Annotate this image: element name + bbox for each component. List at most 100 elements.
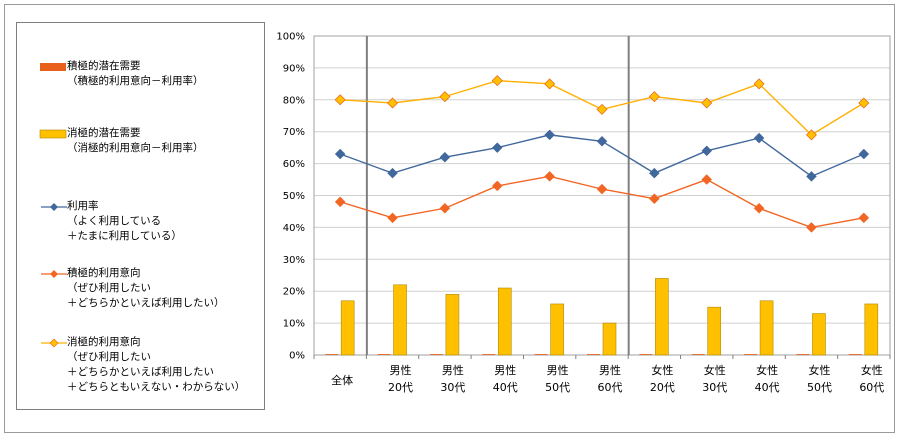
bar-passive-latent bbox=[759, 300, 774, 356]
bar-passive-latent bbox=[393, 284, 407, 356]
x-category-sublabel: 50代 bbox=[545, 381, 570, 394]
y-tick-label: 70% bbox=[283, 127, 305, 138]
marker-active-intent bbox=[596, 183, 608, 195]
marker-passive-intent bbox=[491, 75, 503, 87]
legend-sub-active-intent-1: （ぜひ利用したい bbox=[67, 282, 151, 294]
legend-sub-usage-rate-1: （よく利用している bbox=[67, 215, 162, 227]
bar-passive-latent bbox=[602, 322, 617, 356]
marker-usage-rate bbox=[806, 171, 817, 182]
marker-usage-rate bbox=[753, 132, 765, 144]
bar-active-latent bbox=[744, 354, 758, 355]
marker-passive-intent bbox=[387, 97, 399, 109]
x-category-label: 女性 bbox=[861, 363, 883, 377]
legend-label-passive-latent-demand: 消極的潜在需要 bbox=[67, 127, 141, 139]
marker-passive-intent bbox=[544, 78, 556, 90]
x-category-label: 男性 bbox=[494, 363, 516, 377]
bar-passive-latent bbox=[864, 303, 879, 356]
marker-usage-rate bbox=[491, 142, 503, 154]
marker-active-intent bbox=[858, 212, 870, 224]
bar-passive-latent bbox=[707, 306, 722, 356]
marker-passive-intent bbox=[334, 94, 346, 106]
marker-passive-intent bbox=[648, 91, 660, 103]
marker-passive-intent bbox=[439, 91, 451, 103]
marker-active-intent bbox=[806, 222, 817, 233]
bar-active-latent bbox=[691, 354, 705, 355]
marker-usage-rate bbox=[439, 151, 451, 163]
y-tick-label: 10% bbox=[283, 319, 305, 330]
bar-passive-latent bbox=[340, 300, 355, 356]
marker-passive-intent bbox=[805, 129, 817, 141]
x-category-sublabel: 50代 bbox=[807, 381, 832, 394]
legend-swatch-orange-bar-icon bbox=[40, 63, 66, 71]
marker-active-intent bbox=[701, 174, 713, 185]
x-category-sublabel: 40代 bbox=[493, 381, 518, 394]
plot-area bbox=[313, 35, 891, 356]
legend-sub-active-latent-demand: （積極的利用意向－利用率） bbox=[67, 75, 204, 87]
legend-sub-passive-intent-2: ＋どちらかといえば利用したい bbox=[67, 366, 214, 378]
legend-sub-active-intent-2: ＋どちらかといえば利用したい） bbox=[67, 297, 225, 309]
marker-passive-intent bbox=[858, 97, 870, 109]
x-category-sublabel: 20代 bbox=[388, 381, 413, 394]
x-category-label: 女性 bbox=[808, 363, 830, 377]
y-tick-label: 30% bbox=[283, 255, 305, 266]
y-tick-label: 100% bbox=[276, 32, 305, 43]
y-tick-label: 90% bbox=[283, 63, 305, 74]
bar-active-latent bbox=[848, 354, 862, 355]
x-category-label: 全体 bbox=[331, 373, 353, 387]
marker-usage-rate bbox=[544, 129, 555, 141]
marker-active-intent bbox=[544, 171, 555, 182]
legend-sub-passive-intent-1: （ぜひ利用したい bbox=[67, 351, 151, 363]
legend-sub-passive-intent-3: ＋どちらともいえない・わからない） bbox=[67, 381, 246, 393]
legend-sub-usage-rate-2: ＋たまに利用している） bbox=[67, 230, 182, 242]
x-category-sublabel: 40代 bbox=[755, 381, 780, 394]
marker-usage-rate bbox=[334, 148, 346, 160]
marker-passive-intent bbox=[701, 97, 713, 109]
marker-usage-rate bbox=[701, 145, 713, 157]
legend-line-yellow-diamond-icon bbox=[41, 338, 67, 348]
legend: 積極的潜在需要 （積極的利用意向－利用率） 消極的潜在需要 （消極的利用意向－利用率… bbox=[16, 22, 265, 410]
bar-active-latent bbox=[796, 354, 810, 355]
bar-active-latent bbox=[377, 354, 391, 355]
marker-passive-intent bbox=[596, 103, 608, 115]
x-category-label: 男性 bbox=[442, 363, 464, 377]
bar-active-latent bbox=[429, 354, 443, 355]
x-category-sublabel: 60代 bbox=[598, 381, 623, 394]
legend-sub-passive-latent-demand: （消極的利用意向－利用率） bbox=[67, 142, 204, 154]
marker-usage-rate bbox=[596, 135, 608, 147]
marker-active-intent bbox=[649, 193, 660, 205]
legend-label-active-intent: 積極的利用意向 bbox=[67, 267, 141, 279]
x-category-sublabel: 20代 bbox=[650, 381, 675, 394]
y-tick-label: 50% bbox=[283, 191, 305, 202]
legend-swatch-yellow-bar-icon bbox=[39, 129, 67, 139]
x-category-sublabel: 30代 bbox=[440, 381, 465, 394]
x-category-label: 男性 bbox=[547, 363, 569, 377]
bar-active-latent bbox=[639, 354, 653, 355]
marker-active-intent bbox=[439, 202, 451, 214]
y-tick-label: 0% bbox=[289, 351, 305, 362]
x-category-label: 女性 bbox=[704, 363, 726, 377]
x-category-label: 男性 bbox=[390, 363, 412, 377]
x-category-sublabel: 60代 bbox=[859, 381, 884, 394]
x-category-label: 女性 bbox=[756, 363, 778, 377]
legend-label-active-latent-demand: 積極的潜在需要 bbox=[67, 60, 141, 72]
legend-line-orange-diamond-icon bbox=[41, 270, 67, 278]
marker-passive-intent bbox=[753, 78, 765, 90]
bar-passive-latent bbox=[655, 278, 669, 356]
bar-active-latent bbox=[482, 354, 496, 355]
legend-label-usage-rate: 利用率 bbox=[67, 200, 99, 212]
y-tick-label: 60% bbox=[283, 159, 305, 170]
marker-usage-rate bbox=[649, 167, 660, 179]
marker-active-intent bbox=[753, 202, 765, 214]
bar-active-latent bbox=[534, 354, 548, 355]
y-tick-label: 20% bbox=[283, 287, 305, 298]
y-tick-label: 40% bbox=[283, 223, 305, 234]
legend-label-passive-intent: 消極的利用意向 bbox=[67, 336, 141, 348]
x-category-label: 男性 bbox=[599, 363, 621, 377]
marker-active-intent bbox=[491, 180, 503, 192]
bar-passive-latent bbox=[812, 313, 826, 356]
bar-active-latent bbox=[587, 354, 600, 355]
bar-passive-latent bbox=[445, 294, 460, 356]
marker-usage-rate bbox=[387, 167, 398, 179]
bar-active-latent bbox=[325, 354, 339, 355]
legend-line-blue-diamond-icon bbox=[41, 203, 67, 211]
